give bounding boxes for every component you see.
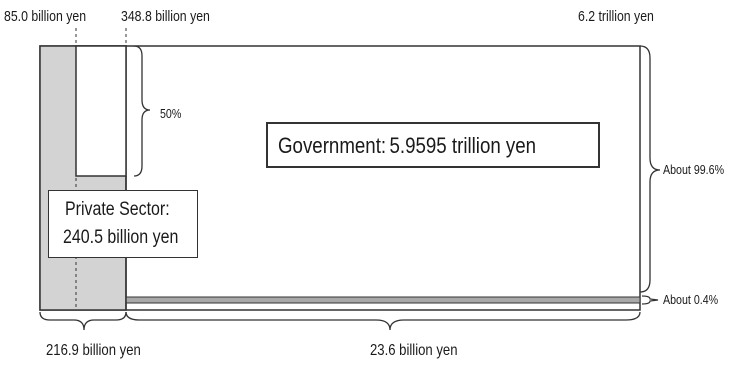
brace-50-percent <box>133 45 151 177</box>
label-23-6-billion: 23.6 billion yen <box>370 342 458 359</box>
total-funding-rect <box>39 45 641 311</box>
government-name: Government <box>278 133 381 158</box>
label-6-2-trillion: 6.2 trillion yen <box>578 8 654 25</box>
brace-about-99 <box>639 45 661 293</box>
private-sector-line2: 240.5 billion yen <box>63 227 179 248</box>
brace-about-04 <box>641 295 659 305</box>
label-85-billion: 85.0 billion yen <box>4 8 87 25</box>
government-box: Government: 5.9595 trillion yen <box>266 122 600 168</box>
label-50-percent: 50% <box>160 106 182 121</box>
label-348-billion: 348.8 billion yen <box>121 8 210 25</box>
label-216-billion: 216.9 billion yen <box>46 342 141 359</box>
private-sector-box: Private Sector: 240.5 billion yen <box>48 190 198 258</box>
government-amount: 5.9595 trillion yen <box>389 133 537 158</box>
government-strip <box>125 296 641 304</box>
private-sector-line1: Private Sector: <box>65 199 170 220</box>
private-upper-block <box>75 45 127 177</box>
label-about-99-6: About 99.6% <box>663 162 725 177</box>
government-text: Government: 5.9595 trillion yen <box>278 133 536 159</box>
government-separator: : <box>380 133 387 158</box>
brace-23-6-billion <box>125 311 641 331</box>
label-about-0-4: About 0.4% <box>663 292 719 307</box>
brace-216-billion <box>39 311 127 331</box>
